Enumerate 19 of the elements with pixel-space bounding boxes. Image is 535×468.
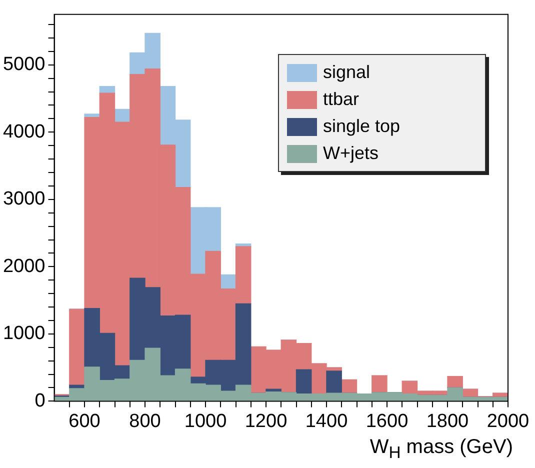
x-tick-label: 800 [129,410,161,432]
x-tick-label: 600 [68,410,100,432]
x-tick-label: 1800 [426,410,469,432]
y-tick-label: 1000 [2,323,46,344]
legend-label: ttbar [323,89,360,110]
x-axis-title: W$_{H}$ mass (GeV) [370,436,513,463]
x-tick-label: 2000 [486,410,530,432]
x-tick-label: 1200 [244,410,288,432]
y-tick-label: 0 [34,390,46,412]
x-tick-label: 1600 [366,410,408,432]
y-tick-label: 3000 [2,188,46,210]
y-tick-label: 4000 [2,121,46,142]
legend-label: single top [323,116,400,138]
x-tick-label: 1400 [305,410,348,432]
x-tick-label: 1000 [184,410,227,432]
legend-label: signal [323,62,370,84]
legend-label: W+jets [323,143,379,164]
y-tick-label: 2000 [2,256,46,277]
y-tick-label: 5000 [2,54,46,76]
